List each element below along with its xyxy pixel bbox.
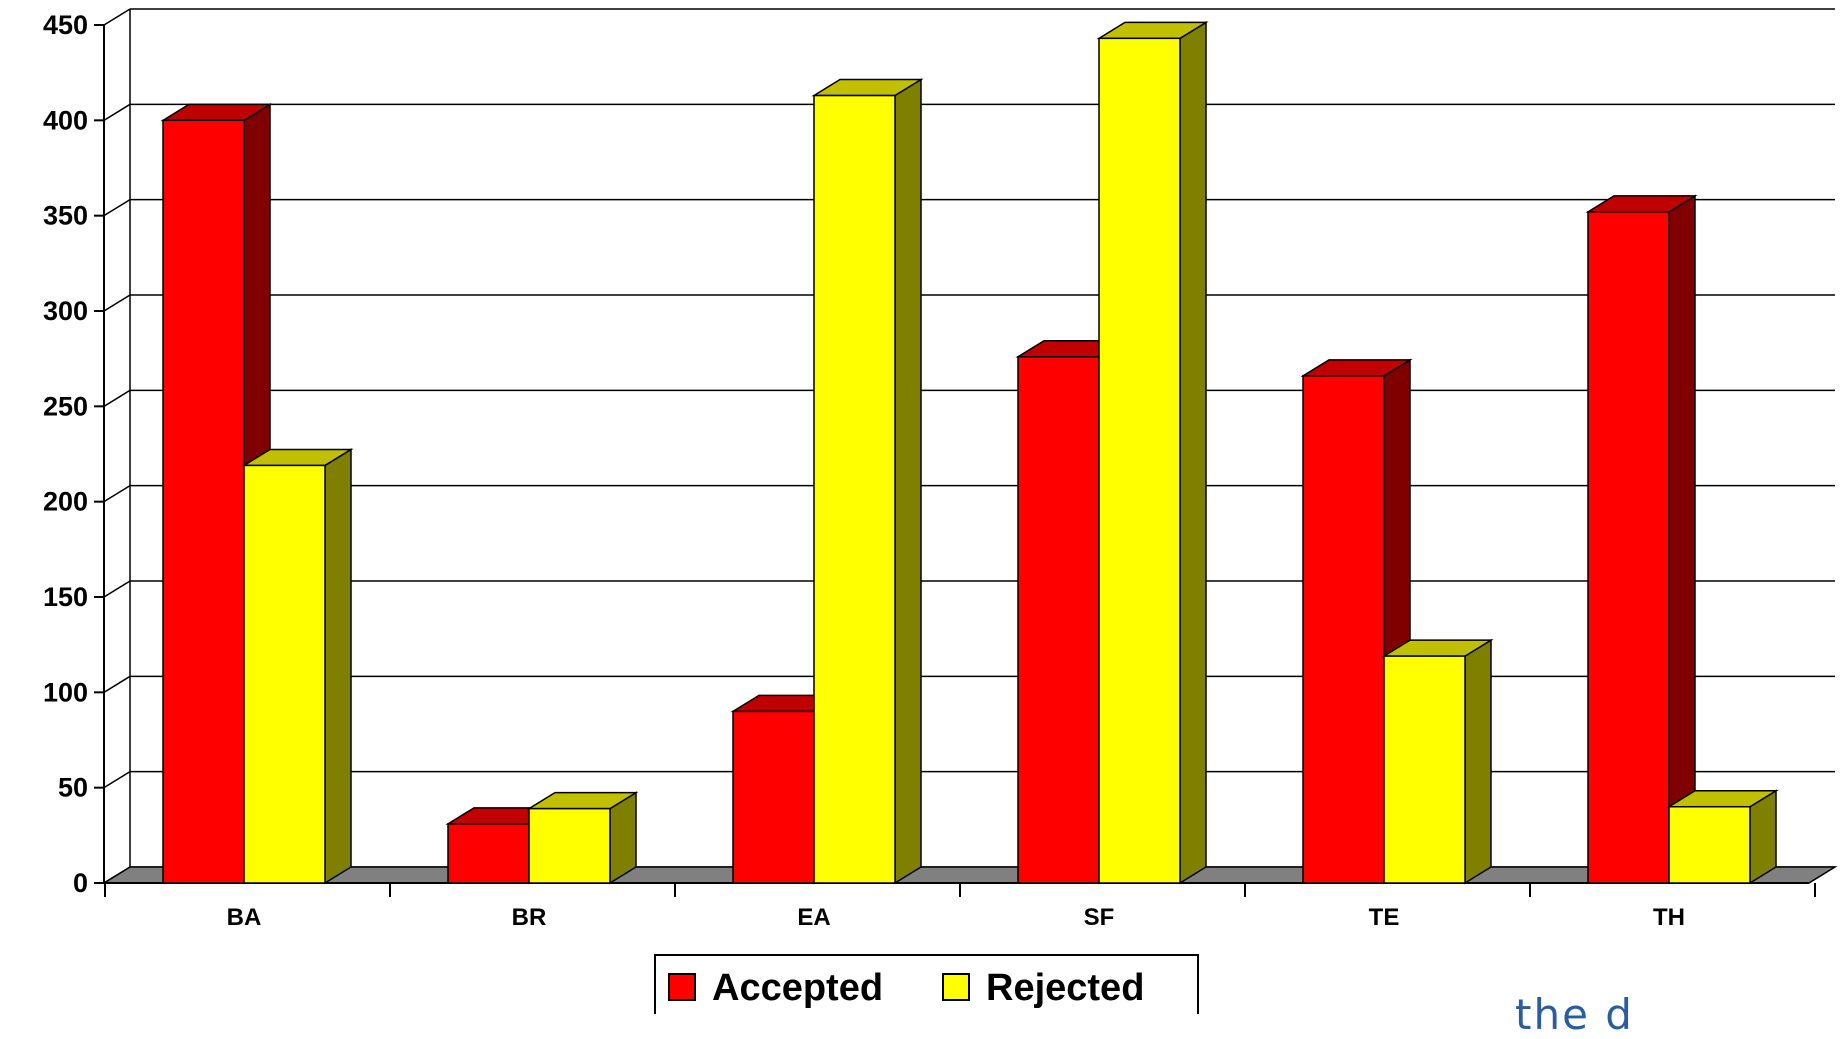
legend-box — [654, 954, 1199, 1014]
bar-front — [1302, 375, 1385, 884]
x-tick-label: BR — [512, 904, 547, 931]
axes — [103, 9, 1809, 884]
gridline-wall — [103, 199, 131, 217]
bar-front — [732, 710, 815, 884]
legend: Accepted Rejected — [654, 954, 1199, 1014]
x-tick-labels: BA BR EA SF TE TH — [104, 883, 1816, 931]
x-tick-label: EA — [797, 904, 830, 931]
bar-front — [162, 119, 245, 884]
bar-side — [1179, 21, 1207, 885]
legend-label: Accepted — [712, 967, 883, 1009]
logo-fragment: the d — [1515, 990, 1634, 1039]
bar-side — [324, 448, 352, 885]
bar-front — [1017, 356, 1100, 884]
bar-rejected-th — [1666, 789, 1779, 885]
y-tick-label: 100 — [43, 677, 88, 707]
bar-front — [1587, 211, 1670, 884]
bar-rejected-br — [526, 791, 639, 885]
x-tick-label: TE — [1369, 904, 1400, 931]
y-tick-labels: 0 50 100 150 200 250 300 350 400 450 — [43, 10, 104, 898]
bar-rejected-ea — [811, 78, 924, 885]
y-tick-label: 400 — [43, 105, 88, 135]
bar-front — [528, 807, 611, 884]
y-tick-label: 150 — [43, 582, 88, 612]
y-tick-label: 50 — [58, 773, 88, 803]
floor — [101, 866, 1838, 884]
bar-rejected-te — [1381, 638, 1494, 885]
gridline-wall — [103, 389, 131, 407]
bar-chart: 0 50 100 150 200 250 300 350 400 450 BA BR EA SF TE TH… — [43, 8, 1838, 1014]
x-tick-label: BA — [227, 904, 262, 931]
bar-side — [894, 78, 922, 885]
chart-floor — [101, 866, 1838, 884]
bar-side — [1464, 638, 1492, 885]
bar-front — [1668, 805, 1751, 884]
gridline-wall — [103, 485, 131, 503]
gridline-wall — [103, 580, 131, 598]
gridlines — [103, 8, 1835, 884]
bar-rejected-ba — [241, 448, 354, 885]
legend-label: Rejected — [986, 967, 1144, 1009]
gridline-wall — [103, 675, 131, 693]
legend-swatch — [942, 973, 970, 1001]
legend-swatch — [668, 973, 696, 1001]
bar-front — [1383, 655, 1466, 884]
x-tick-label: TH — [1653, 904, 1685, 931]
y-tick-label: 350 — [43, 201, 88, 231]
gridline-wall — [103, 771, 131, 789]
gridline-wall — [103, 294, 131, 312]
y-tick-label: 0 — [73, 868, 88, 898]
y-tick-label: 450 — [43, 10, 88, 40]
bar-rejected-sf — [1096, 21, 1209, 885]
bar-front — [1098, 37, 1181, 884]
x-tick-label: SF — [1084, 904, 1115, 931]
gridline-wall — [103, 103, 131, 121]
y-tick-label: 200 — [43, 487, 88, 517]
bar-side — [1668, 194, 1696, 885]
bar-front — [813, 94, 896, 884]
bar-accepted-th — [1585, 194, 1698, 885]
bar-front — [447, 823, 530, 884]
bars — [160, 21, 1779, 885]
y-tick-label: 250 — [43, 391, 88, 421]
y-tick-label: 300 — [43, 296, 88, 326]
bar-front — [243, 464, 326, 884]
gridline-wall — [103, 8, 131, 26]
